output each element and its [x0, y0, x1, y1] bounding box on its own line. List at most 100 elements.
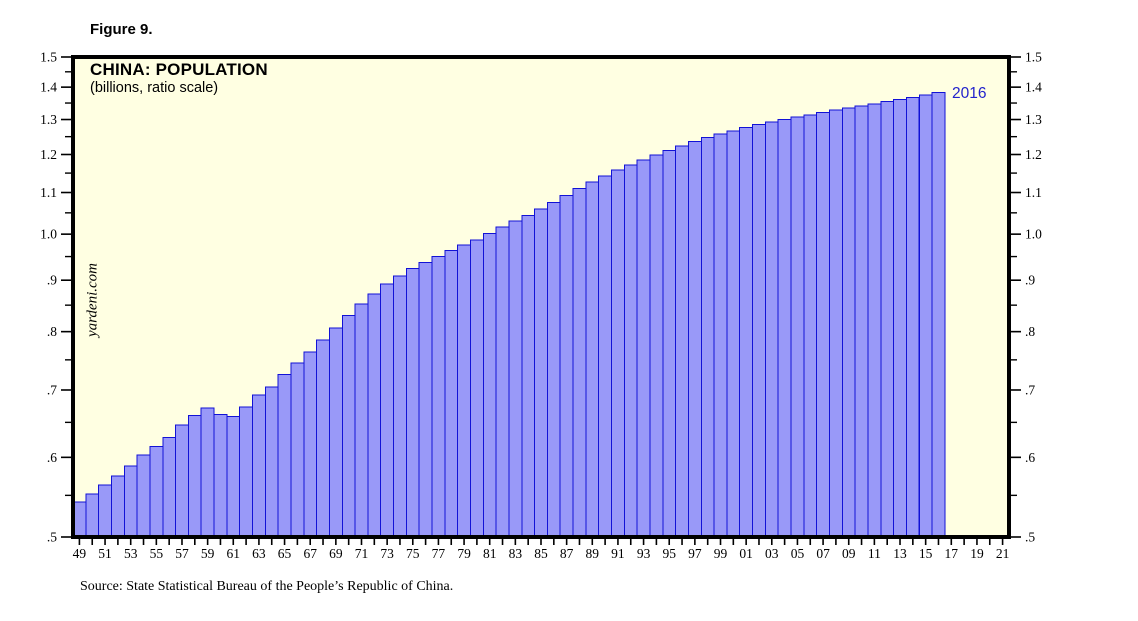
bar-1964: [264, 386, 279, 538]
x-tick-label: 53: [124, 546, 138, 561]
x-tick-label: 57: [175, 546, 189, 561]
x-tick-label: 07: [816, 546, 830, 561]
x-tick-label: 85: [534, 546, 548, 561]
x-tick-label: 63: [252, 546, 266, 561]
bar-1997: [687, 141, 702, 538]
x-tick-label: 83: [509, 546, 523, 561]
bar-1979: [457, 244, 471, 538]
bar-2004: [777, 119, 792, 538]
chart-title: CHINA: POPULATION: [90, 60, 268, 79]
x-tick-label: 49: [73, 546, 87, 561]
x-tick-label: 71: [355, 546, 369, 561]
bar-1994: [649, 154, 664, 538]
x-tick-label: 03: [765, 546, 779, 561]
bar-2012: [880, 101, 895, 538]
y-tick-label-right: 1.2: [1025, 147, 1042, 162]
x-tick-label: 97: [688, 546, 702, 561]
bar-1995: [662, 150, 677, 538]
bar-2010: [854, 105, 869, 538]
bar-2015: [918, 94, 933, 538]
bar-1962: [239, 406, 253, 538]
bar-1950: [85, 493, 100, 538]
bars-group: [72, 91, 946, 538]
bar-2014: [905, 96, 920, 538]
bar-1989: [585, 181, 600, 538]
y-tick-label-left: 1.3: [40, 112, 57, 127]
bar-1981: [482, 233, 497, 538]
x-tick-label: 75: [406, 546, 420, 561]
x-tick-label: 95: [662, 546, 676, 561]
x-tick-label: 09: [842, 546, 856, 561]
bar-1957: [175, 424, 189, 538]
y-tick-label-right: .7: [1025, 382, 1035, 397]
bar-1999: [713, 133, 728, 538]
x-tick-label: 21: [996, 546, 1010, 561]
figure-label: Figure 9.: [90, 21, 153, 38]
x-tick-label: 65: [278, 546, 292, 561]
bar-2001: [739, 127, 754, 538]
bar-1992: [623, 164, 638, 538]
bar-2007: [816, 112, 830, 538]
bar-1966: [290, 362, 305, 538]
bar-1975: [405, 268, 420, 538]
y-tick-label-right: 1.0: [1025, 227, 1042, 242]
x-tick-label: 91: [611, 546, 625, 561]
chart-subtitle: (billions, ratio scale): [90, 80, 219, 96]
source-note: Source: State Statistical Bureau of the …: [80, 579, 454, 594]
annotation-2016: 2016: [952, 85, 987, 102]
y-tick-label-left: 1.4: [40, 80, 57, 95]
x-tick-label: 01: [739, 546, 753, 561]
y-tick-label-left: .9: [47, 273, 57, 288]
x-tick-label: 59: [201, 546, 215, 561]
bar-1988: [572, 188, 587, 538]
bar-1970: [341, 315, 356, 538]
bar-1960: [213, 413, 228, 538]
y-tick-label-right: 1.1: [1025, 185, 1042, 200]
bar-1978: [444, 250, 459, 538]
x-tick-label: 51: [98, 546, 112, 561]
bar-1977: [431, 256, 446, 538]
bar-1993: [636, 159, 651, 538]
bar-1990: [598, 175, 613, 538]
bar-1953: [123, 465, 138, 538]
bar-1952: [110, 475, 125, 538]
x-tick-label: 11: [868, 546, 881, 561]
y-tick-label-right: 1.3: [1025, 112, 1042, 127]
y-tick-label-right: .5: [1025, 530, 1035, 545]
y-tick-label-right: .6: [1025, 450, 1035, 465]
bar-1972: [367, 293, 382, 538]
bar-2003: [764, 121, 779, 538]
bar-1971: [354, 303, 369, 538]
bar-1991: [611, 169, 625, 538]
bar-1983: [508, 220, 523, 538]
y-tick-label-left: .8: [47, 324, 57, 339]
bar-1958: [187, 415, 202, 538]
bar-1955: [149, 446, 164, 538]
plot-border: [71, 55, 1011, 539]
x-tick-label: 77: [432, 546, 446, 561]
y-tick-label-left: .7: [47, 382, 57, 397]
bar-1976: [418, 262, 433, 538]
bar-1967: [303, 351, 318, 538]
bar-2000: [726, 130, 741, 538]
bar-1982: [495, 226, 510, 538]
x-tick-label: 13: [893, 546, 907, 561]
bar-1980: [469, 239, 484, 538]
x-tick-label: 69: [329, 546, 343, 561]
y-tick-label-right: .8: [1025, 324, 1035, 339]
y-tick-label-left: 1.1: [40, 185, 57, 200]
y-tick-label-right: 1.4: [1025, 80, 1042, 95]
y-tick-label-left: .5: [47, 530, 57, 545]
x-tick-label: 89: [586, 546, 600, 561]
x-tick-label: 15: [919, 546, 933, 561]
x-tick-label: 05: [791, 546, 805, 561]
bar-1968: [316, 339, 330, 538]
bar-2013: [893, 98, 907, 538]
bar-1965: [277, 374, 292, 538]
bar-1985: [534, 208, 548, 538]
x-tick-label: 81: [483, 546, 497, 561]
bar-1961: [226, 415, 241, 538]
x-tick-label: 73: [380, 546, 394, 561]
bar-1956: [162, 436, 177, 538]
y-tick-label-left: .6: [47, 450, 57, 465]
